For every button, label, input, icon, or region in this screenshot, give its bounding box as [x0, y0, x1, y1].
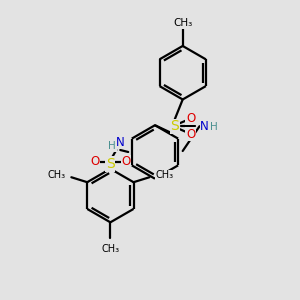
Text: O: O — [90, 155, 99, 168]
Text: N: N — [116, 136, 125, 148]
Text: CH₃: CH₃ — [47, 170, 65, 180]
Text: H: H — [109, 141, 116, 151]
Text: O: O — [122, 155, 131, 168]
Text: CH₃: CH₃ — [173, 18, 192, 28]
Text: N: N — [200, 120, 209, 133]
Text: S: S — [106, 157, 115, 171]
Text: O: O — [186, 112, 195, 125]
Text: CH₃: CH₃ — [101, 244, 119, 254]
Text: S: S — [170, 119, 179, 133]
Text: O: O — [186, 128, 195, 141]
Text: H: H — [209, 122, 217, 132]
Text: CH₃: CH₃ — [155, 170, 173, 180]
